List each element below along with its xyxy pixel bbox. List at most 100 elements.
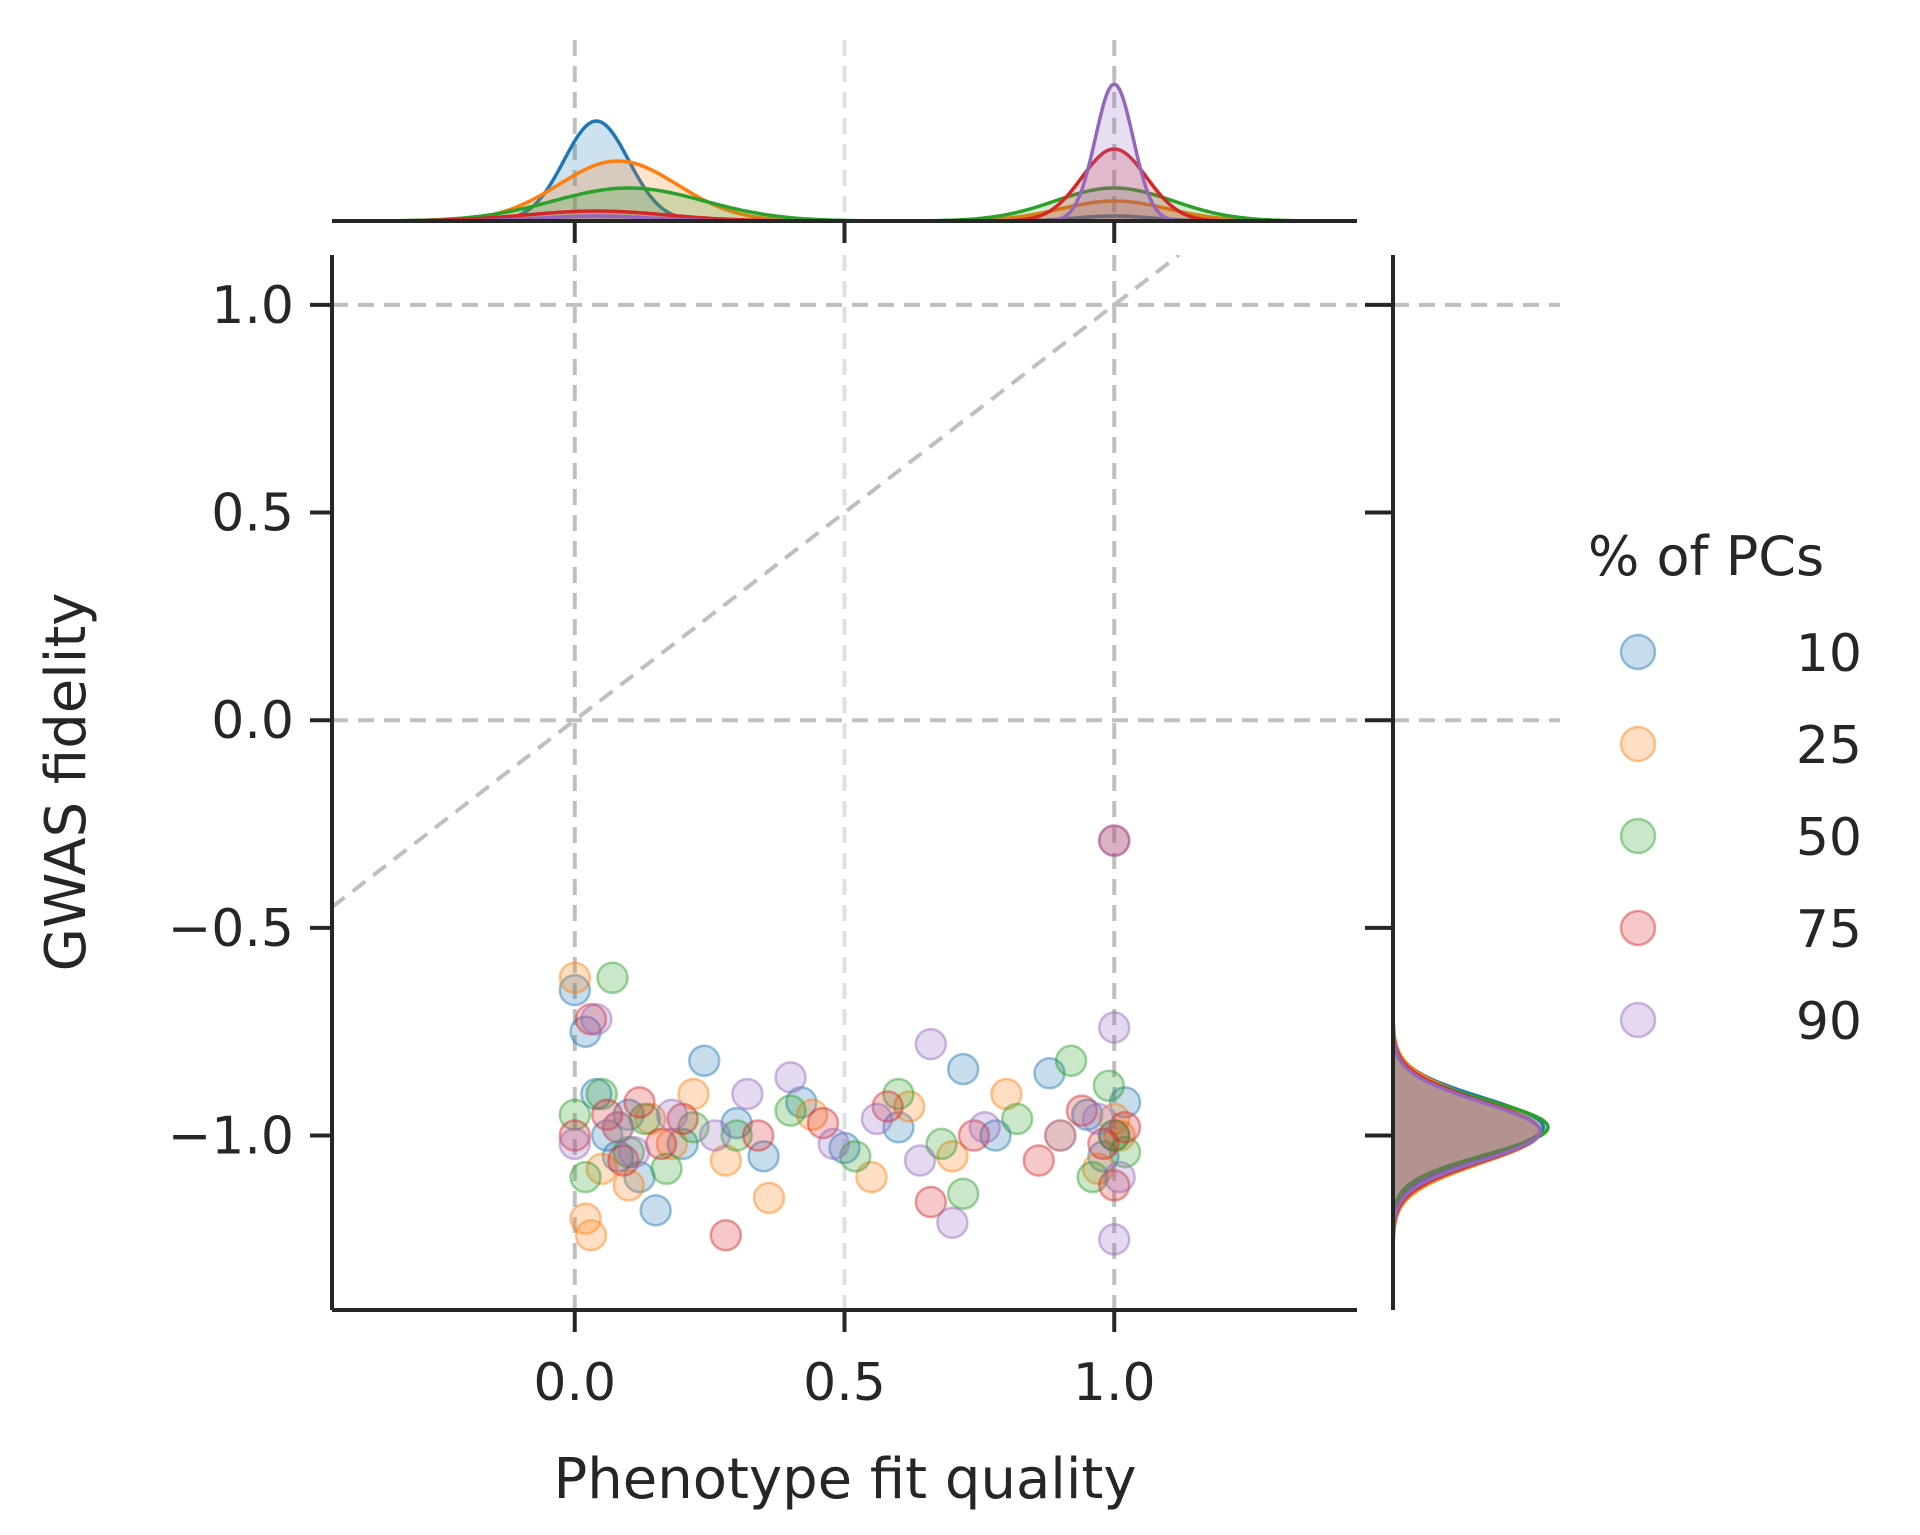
scatter-point: [617, 1135, 651, 1169]
series-75: [558, 824, 1142, 1252]
scatter-point: [1108, 1110, 1142, 1144]
scatter-point: [698, 1119, 732, 1152]
scatter-point: [558, 1127, 592, 1161]
scatter-point: [709, 1218, 743, 1252]
scatter-point: [574, 1218, 608, 1252]
y-tick-label: 0.5: [211, 484, 294, 544]
legend-label-50: 50: [1796, 808, 1862, 868]
y-tick-label: −0.5: [168, 899, 294, 959]
legend-label-10: 10: [1796, 624, 1862, 684]
scatter-point: [828, 1131, 861, 1165]
scatter-point: [741, 1119, 775, 1152]
legend-title: % of PCs: [1588, 525, 1824, 588]
scatter-point: [720, 1119, 753, 1152]
scatter-point: [1103, 1160, 1136, 1194]
scatter-point: [677, 1077, 710, 1111]
scatter-point: [558, 1098, 592, 1132]
scatter-point: [558, 961, 592, 994]
scatter-point: [1103, 1119, 1136, 1152]
y-tick-label: −1.0: [168, 1107, 294, 1167]
scatter-point: [839, 1140, 872, 1173]
scatter-point: [580, 1077, 613, 1111]
scatter-point: [607, 1144, 640, 1177]
scatter-point: [1097, 1102, 1131, 1136]
scatter-point: [590, 1098, 624, 1132]
scatter-point: [580, 1003, 613, 1036]
scatter-point: [1022, 1144, 1055, 1177]
scatter-point: [1081, 1102, 1115, 1136]
series-90: [558, 824, 1136, 1256]
scatter-point: [585, 1077, 618, 1111]
scatter-point: [1000, 1102, 1034, 1136]
scatter-point: [1071, 1098, 1104, 1132]
scatter-point: [817, 1127, 850, 1161]
kde-fill-10: [332, 121, 1357, 221]
scatter-point: [601, 1140, 635, 1173]
scatter-point: [774, 1094, 807, 1127]
legend-label-90: 90: [1796, 992, 1862, 1052]
scatter-point: [1044, 1119, 1077, 1152]
scatter-point: [709, 1144, 743, 1177]
x-tick-label: 0.5: [803, 1353, 886, 1413]
scatter-point: [1097, 824, 1131, 857]
scatter-point: [968, 1110, 1002, 1144]
scatter-point: [855, 1160, 888, 1194]
kde-fill-25: [332, 161, 1357, 221]
series-10: [558, 973, 1142, 1227]
y-tick-label: 1.0: [211, 276, 294, 336]
scatter-point: [574, 1003, 608, 1036]
series-50: [558, 961, 1142, 1210]
scatter-point: [957, 1119, 991, 1152]
scatter-point: [1097, 1119, 1131, 1152]
scatter-point: [882, 1077, 915, 1111]
scatter-point: [612, 1169, 645, 1202]
scatter-point: [806, 1106, 840, 1140]
scatter-point: [1076, 1160, 1109, 1194]
x-tick-label: 0.0: [533, 1353, 616, 1413]
scatter-point: [1092, 1069, 1126, 1102]
scatter-point: [596, 961, 629, 994]
legend-label-75: 75: [1796, 900, 1862, 960]
scatter-point: [601, 1110, 635, 1144]
scatter-point: [731, 1077, 764, 1111]
scatter-point: [590, 1119, 624, 1152]
scatter-point: [871, 1090, 904, 1123]
scatter-point: [601, 1110, 635, 1144]
scatter-point: [585, 1152, 618, 1186]
y-axis-label: GWAS fidelity: [34, 593, 99, 972]
scatter-point: [946, 1177, 980, 1210]
scatter-point: [650, 1152, 683, 1186]
legend-marker-10: [1619, 633, 1657, 671]
x-tick-label: 1.0: [1073, 1353, 1156, 1413]
scatter-point: [623, 1160, 656, 1194]
scatter-point: [914, 1027, 948, 1061]
scatter-point: [666, 1127, 699, 1161]
legend-marker-50: [1619, 817, 1657, 855]
scatter-point: [720, 1106, 753, 1140]
scatter-point: [569, 1015, 602, 1048]
x-axis-label: Phenotype fit quality: [554, 1447, 1137, 1512]
scatter-point: [990, 1077, 1023, 1111]
scatter-point: [1097, 1119, 1131, 1152]
scatter-point: [644, 1127, 678, 1161]
scatter-point: [979, 1119, 1012, 1152]
scatter-point: [1097, 1223, 1131, 1256]
scatter-point: [1097, 1169, 1131, 1202]
scatter-point: [892, 1090, 926, 1123]
scatter-point: [936, 1140, 969, 1173]
kde-fill-75: [332, 149, 1357, 221]
scatter-point: [860, 1102, 894, 1136]
scatter-point: [752, 1181, 786, 1215]
scatter-point: [687, 1044, 721, 1078]
scatter-point: [677, 1110, 710, 1144]
scatter-point: [1108, 1086, 1142, 1119]
reference-line-diagonal: [332, 255, 1181, 909]
top-marginal-kde: [332, 40, 1357, 243]
series-25: [558, 961, 1136, 1252]
scatter-point: [1044, 1119, 1077, 1152]
scatter-point: [612, 1098, 645, 1132]
scatter-point: [1108, 1135, 1142, 1169]
scatter-point: [903, 1144, 937, 1177]
scatter-point: [1081, 1152, 1115, 1186]
